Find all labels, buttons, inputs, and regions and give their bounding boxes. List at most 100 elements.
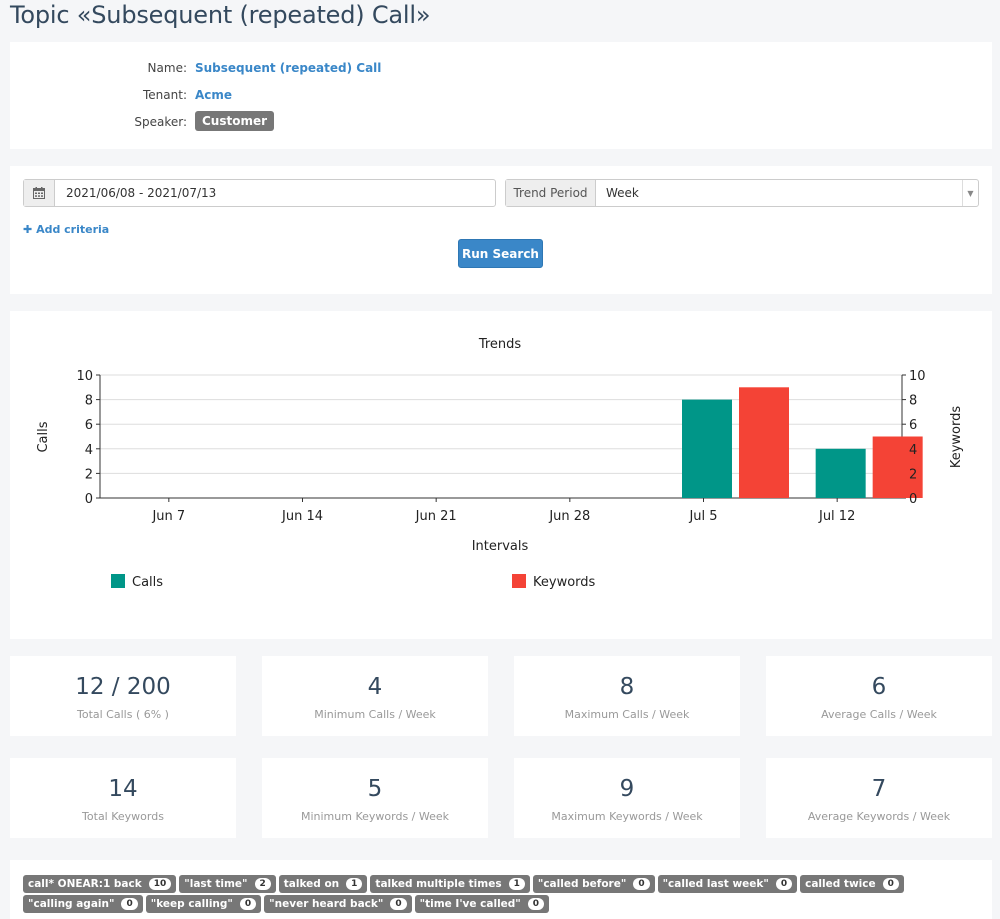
stat-value: 6: [871, 674, 887, 700]
name-label: Name:: [147, 61, 187, 75]
x-tick-label: Jun 7: [151, 509, 185, 524]
stat-value: 9: [619, 776, 635, 802]
trend-period-label: Trend Period: [506, 180, 596, 206]
y-tick-label: 6: [85, 418, 93, 433]
keyword-count-badge: 0: [239, 898, 257, 910]
y2-tick-label: 6: [909, 418, 917, 433]
bar-keywords[interactable]: [739, 387, 789, 498]
keyword-tag[interactable]: talked on 1: [278, 875, 368, 893]
y2-tick-label: 8: [909, 394, 917, 409]
stat-value: 14: [108, 776, 138, 802]
keyword-count-badge: 10: [148, 878, 172, 890]
trend-period-group: Trend Period Week ▼: [505, 179, 979, 207]
stat-total-calls: 12 / 200 Total Calls ( 6% ): [10, 656, 236, 736]
keyword-text: talked on: [283, 878, 340, 890]
chart-title: Trends: [478, 337, 522, 352]
keyword-count-badge: 0: [882, 878, 899, 890]
keyword-text: talked multiple times: [375, 878, 502, 890]
keyword-tag[interactable]: "never heard back" 0: [264, 895, 412, 913]
y2-axis-label: Keywords: [949, 406, 964, 469]
stat-max-calls: 8 Maximum Calls / Week: [514, 656, 740, 736]
keyword-text: "called before": [537, 878, 627, 890]
bar-keywords[interactable]: [872, 436, 923, 499]
y2-tick-label: 0: [909, 492, 917, 507]
date-range-input[interactable]: [56, 180, 486, 206]
keyword-tag[interactable]: call* ONEAR:1 back 10: [23, 875, 177, 893]
keyword-tag[interactable]: talked multiple times 1: [370, 875, 530, 893]
tenant-label: Tenant:: [143, 88, 187, 102]
stat-max-keywords: 9 Maximum Keywords / Week: [514, 758, 740, 838]
x-axis-label: Intervals: [472, 539, 529, 554]
keyword-count-badge: 1: [508, 878, 525, 890]
x-tick-label: Jun 21: [415, 509, 457, 524]
speaker-label: Speaker:: [134, 115, 187, 129]
trend-period-select[interactable]: Week: [606, 186, 639, 200]
stat-label: Total Calls ( 6% ): [77, 708, 169, 721]
date-range-group: [23, 179, 496, 207]
stat-total-keywords: 14 Total Keywords: [10, 758, 236, 838]
y-tick-label: 8: [85, 394, 93, 409]
legend-label[interactable]: Keywords: [533, 575, 596, 590]
keyword-text: call* ONEAR:1 back: [28, 878, 142, 890]
legend-swatch: [111, 574, 125, 588]
run-search-button[interactable]: Run Search: [458, 239, 543, 268]
name-value[interactable]: Subsequent (repeated) Call: [195, 61, 382, 75]
keyword-tag[interactable]: "called last week" 0: [657, 875, 798, 893]
stat-value: 7: [871, 776, 887, 802]
keyword-tag[interactable]: "called before" 0: [532, 875, 655, 893]
keyword-count-badge: 0: [390, 898, 407, 910]
keyword-count-badge: 2: [254, 878, 271, 890]
stat-min-calls: 4 Minimum Calls / Week: [262, 656, 488, 736]
keywords-panel: call* ONEAR:1 back 10 "last time" 2 talked o…: [10, 860, 992, 919]
caret-down-icon[interactable]: ▼: [962, 180, 978, 206]
keyword-count-badge: 0: [775, 878, 793, 890]
keyword-count-badge: 0: [633, 878, 650, 890]
keyword-tag[interactable]: called twice 0: [800, 875, 904, 893]
stat-avg-keywords: 7 Average Keywords / Week: [766, 758, 992, 838]
plus-icon: ✚: [23, 223, 33, 236]
keyword-text: "time I've called": [419, 898, 521, 910]
y2-tick-label: 10: [909, 369, 926, 384]
keyword-text: "keep calling": [150, 898, 233, 910]
keyword-count-badge: 0: [121, 898, 138, 910]
topic-info-panel: Name: Subsequent (repeated) Call Tenant:…: [10, 42, 992, 149]
page-title: Topic «Subsequent (repeated) Call»: [10, 1, 431, 29]
tenant-value[interactable]: Acme: [195, 88, 233, 102]
keyword-tag[interactable]: "last time" 2: [179, 875, 276, 893]
search-panel: Trend Period Week ▼ ✚ Add criteria Run S…: [10, 166, 992, 294]
x-tick-label: Jun 28: [548, 509, 590, 524]
y2-tick-label: 2: [909, 467, 917, 482]
stat-value: 12 / 200: [75, 674, 171, 700]
y2-tick-label: 4: [909, 443, 917, 458]
stat-value: 5: [367, 776, 383, 802]
stat-label: Average Calls / Week: [821, 708, 937, 721]
info-row-tenant: Tenant: Acme: [10, 85, 992, 105]
stat-label: Minimum Calls / Week: [314, 708, 436, 721]
y-tick-label: 0: [85, 492, 93, 507]
legend-label[interactable]: Calls: [132, 575, 163, 590]
bar-calls[interactable]: [815, 448, 866, 498]
keyword-text: "called last week": [662, 878, 769, 890]
keyword-text: "never heard back": [269, 898, 384, 910]
keyword-text: "last time": [184, 878, 248, 890]
stat-label: Minimum Keywords / Week: [300, 810, 450, 823]
y-tick-label: 2: [85, 467, 93, 482]
stat-label: Maximum Keywords / Week: [551, 810, 703, 823]
trends-chart: Trends 0 0 2 2 4 4 6 6 8 8 10 10 Jun 7 Jun 14 Jun 21 Ju…: [36, 337, 964, 590]
y-tick-label: 4: [85, 443, 93, 458]
add-criteria-link[interactable]: ✚ Add criteria: [23, 223, 109, 236]
keyword-tag[interactable]: "keep calling" 0: [145, 895, 262, 913]
x-tick-label: Jun 14: [281, 509, 323, 524]
bar-calls[interactable]: [682, 399, 732, 498]
keyword-tag-list: call* ONEAR:1 back 10 "last time" 2 talked o…: [23, 875, 983, 913]
stat-avg-calls: 6 Average Calls / Week: [766, 656, 992, 736]
add-criteria-label: Add criteria: [36, 223, 110, 236]
keyword-text: called twice: [805, 878, 876, 890]
x-tick-label: Jul 12: [818, 509, 855, 524]
y-axis-label: Calls: [36, 421, 51, 452]
legend-swatch: [512, 574, 526, 588]
keyword-tag[interactable]: "time I've called" 0: [414, 895, 550, 913]
keyword-count-badge: 0: [527, 898, 545, 910]
keyword-tag[interactable]: "calling again" 0: [23, 895, 143, 913]
stat-label: Maximum Calls / Week: [564, 708, 690, 721]
